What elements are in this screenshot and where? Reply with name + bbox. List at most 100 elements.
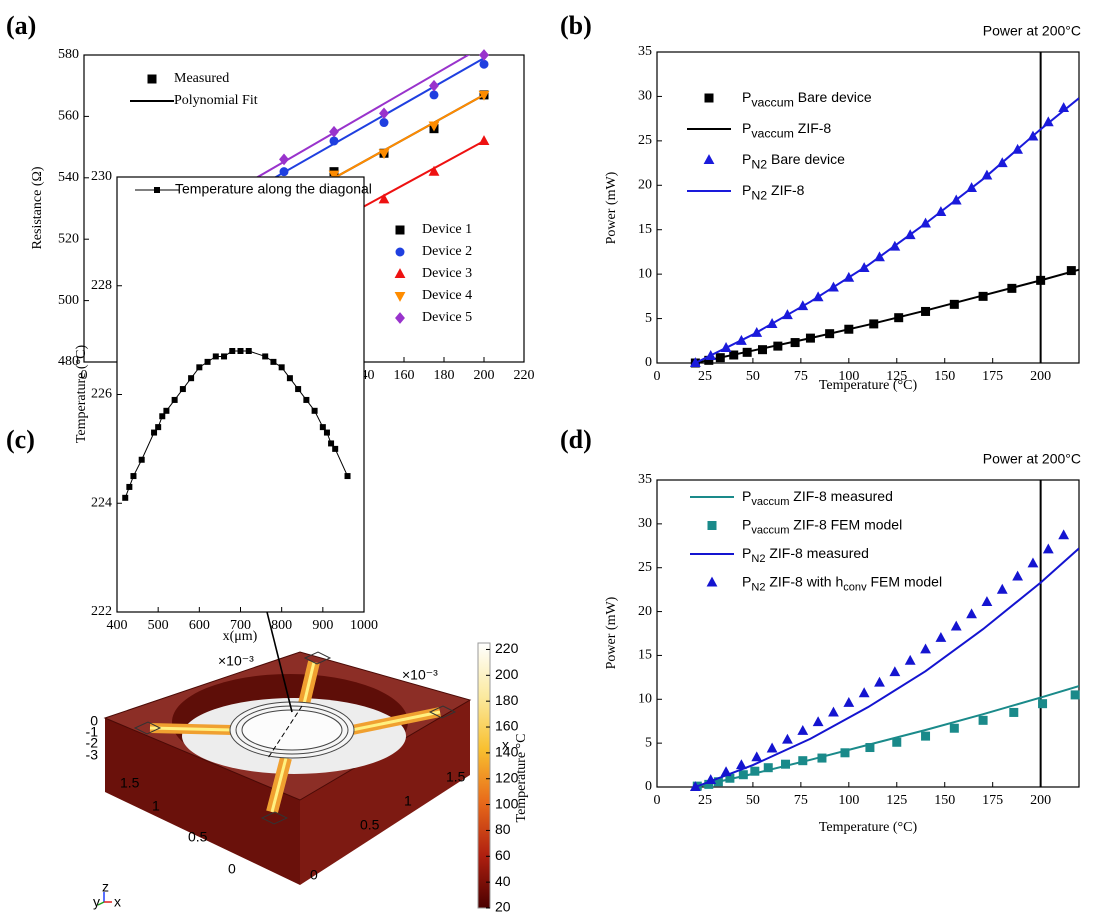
y-tick-label: 5	[645, 735, 652, 750]
legend-label: Device 3	[422, 266, 472, 281]
legend-text: P	[742, 516, 751, 532]
plot-frame	[656, 51, 1080, 364]
legend-label: PN2 ZIF-8 measured	[742, 545, 869, 565]
legend-subscript: N2	[751, 189, 767, 203]
colorbar-tick-label: 220	[495, 640, 519, 656]
y-tick-label: 25	[638, 133, 652, 148]
axis-tick: 0	[228, 861, 236, 877]
marker	[478, 90, 490, 101]
marker	[1070, 690, 1080, 700]
x-tick-label: 100	[838, 793, 859, 808]
legend-text: ZIF-8 measured	[789, 488, 892, 504]
legend-label: Device 1	[422, 222, 472, 237]
x-tick-label: 400	[107, 618, 128, 633]
legend-subscript: N2	[751, 158, 767, 172]
marker	[196, 364, 203, 371]
y-tick-label: 20	[638, 604, 652, 619]
y-tick-label: 520	[58, 231, 79, 246]
y-tick-label: 0	[645, 779, 652, 794]
colorbar-tick-label: 180	[495, 692, 519, 708]
legend-subscript: vaccum	[751, 496, 789, 508]
fem-beams	[149, 660, 442, 814]
scale-label: ×10⁻³	[402, 667, 438, 683]
marker	[428, 121, 440, 132]
legend-label: Device 5	[422, 310, 472, 325]
x-tick-label: 125	[886, 369, 907, 384]
x-axis-label: x(μm)	[223, 629, 258, 644]
y-tick-label: 222	[91, 604, 112, 619]
legend-key	[704, 93, 714, 103]
marker	[949, 723, 959, 733]
marker	[812, 716, 824, 727]
marker	[278, 364, 285, 371]
x-axis-label: Temperature (°C)	[819, 820, 918, 835]
legend-text: P	[742, 488, 751, 504]
y-tick-label: 35	[638, 44, 652, 59]
legend-key	[706, 576, 718, 587]
marker	[286, 375, 293, 382]
fem-ring	[235, 705, 349, 755]
marker	[828, 706, 839, 717]
x-tick-label: 180	[434, 368, 455, 383]
axis-tick: 1.5	[120, 775, 140, 791]
y-tick-label: 0	[645, 355, 652, 370]
marker	[204, 358, 211, 365]
marker	[163, 407, 170, 414]
panel: (c) 400 500 600 700 800 900 1000 222 224 226 228 230…	[6, 169, 378, 644]
marker	[295, 386, 302, 393]
marker	[379, 107, 389, 120]
x-tick-label: 50	[746, 793, 760, 808]
x-tick-label: 160	[394, 368, 415, 383]
fem-ring	[241, 709, 343, 751]
marker	[843, 696, 855, 707]
panel-label: (c)	[6, 425, 35, 454]
fem-face	[105, 718, 300, 885]
marker	[126, 483, 133, 490]
marker	[950, 620, 962, 631]
x-tick-label: 800	[271, 618, 292, 633]
marker	[966, 608, 977, 619]
marker	[738, 770, 748, 780]
x-tick-label: 200	[1030, 369, 1051, 384]
legend-text: ZIF-8	[767, 182, 805, 198]
marker	[171, 396, 178, 403]
y-tick-label: 10	[638, 692, 652, 707]
marker	[763, 763, 773, 773]
line	[695, 547, 1079, 787]
colorbar-tick-label: 120	[495, 769, 519, 785]
axis-tick: 1	[152, 798, 160, 814]
colorbar-tick-label: 100	[495, 795, 519, 811]
legend-key	[703, 154, 715, 165]
panel: (d) 0 25 50 75 100 125 150 175 200 0 5 10 15 20 25 30 35 T…	[560, 425, 1081, 835]
marker	[798, 756, 808, 766]
legend-key	[395, 247, 405, 257]
marker	[1042, 116, 1054, 127]
triad-label: x	[114, 894, 121, 910]
x-tick-label: 220	[514, 368, 535, 383]
x-tick-label: 75	[794, 369, 808, 384]
marker	[720, 766, 732, 777]
marker	[920, 643, 931, 654]
legend-text: ZIF-8	[794, 120, 832, 136]
diagonal	[267, 705, 303, 759]
marker	[479, 49, 489, 61]
marker	[237, 348, 244, 354]
x-tick-label: 175	[982, 369, 1003, 384]
triad-label: z	[102, 879, 109, 895]
legend-text: ZIF-8 measured	[765, 545, 868, 561]
marker	[429, 90, 439, 100]
legend-label: Temperature along the diagonal	[175, 181, 372, 197]
axis-tick: 1.5	[446, 769, 466, 785]
x-tick-label: 600	[189, 618, 210, 633]
legend-text: P	[742, 151, 751, 167]
y-tick-label: 35	[638, 472, 652, 487]
marker	[736, 759, 747, 770]
marker	[270, 358, 277, 365]
panel-label: (a)	[6, 11, 36, 40]
y-tick-label: 226	[91, 387, 112, 402]
panel: (b) 0 25 50 75 100 125 150 175 200 0 5 10 15 20 25 30 35 T…	[560, 11, 1081, 393]
axis-name: x	[502, 737, 509, 753]
legend-subscript: vaccum	[751, 525, 789, 537]
fem-pads	[133, 651, 457, 825]
